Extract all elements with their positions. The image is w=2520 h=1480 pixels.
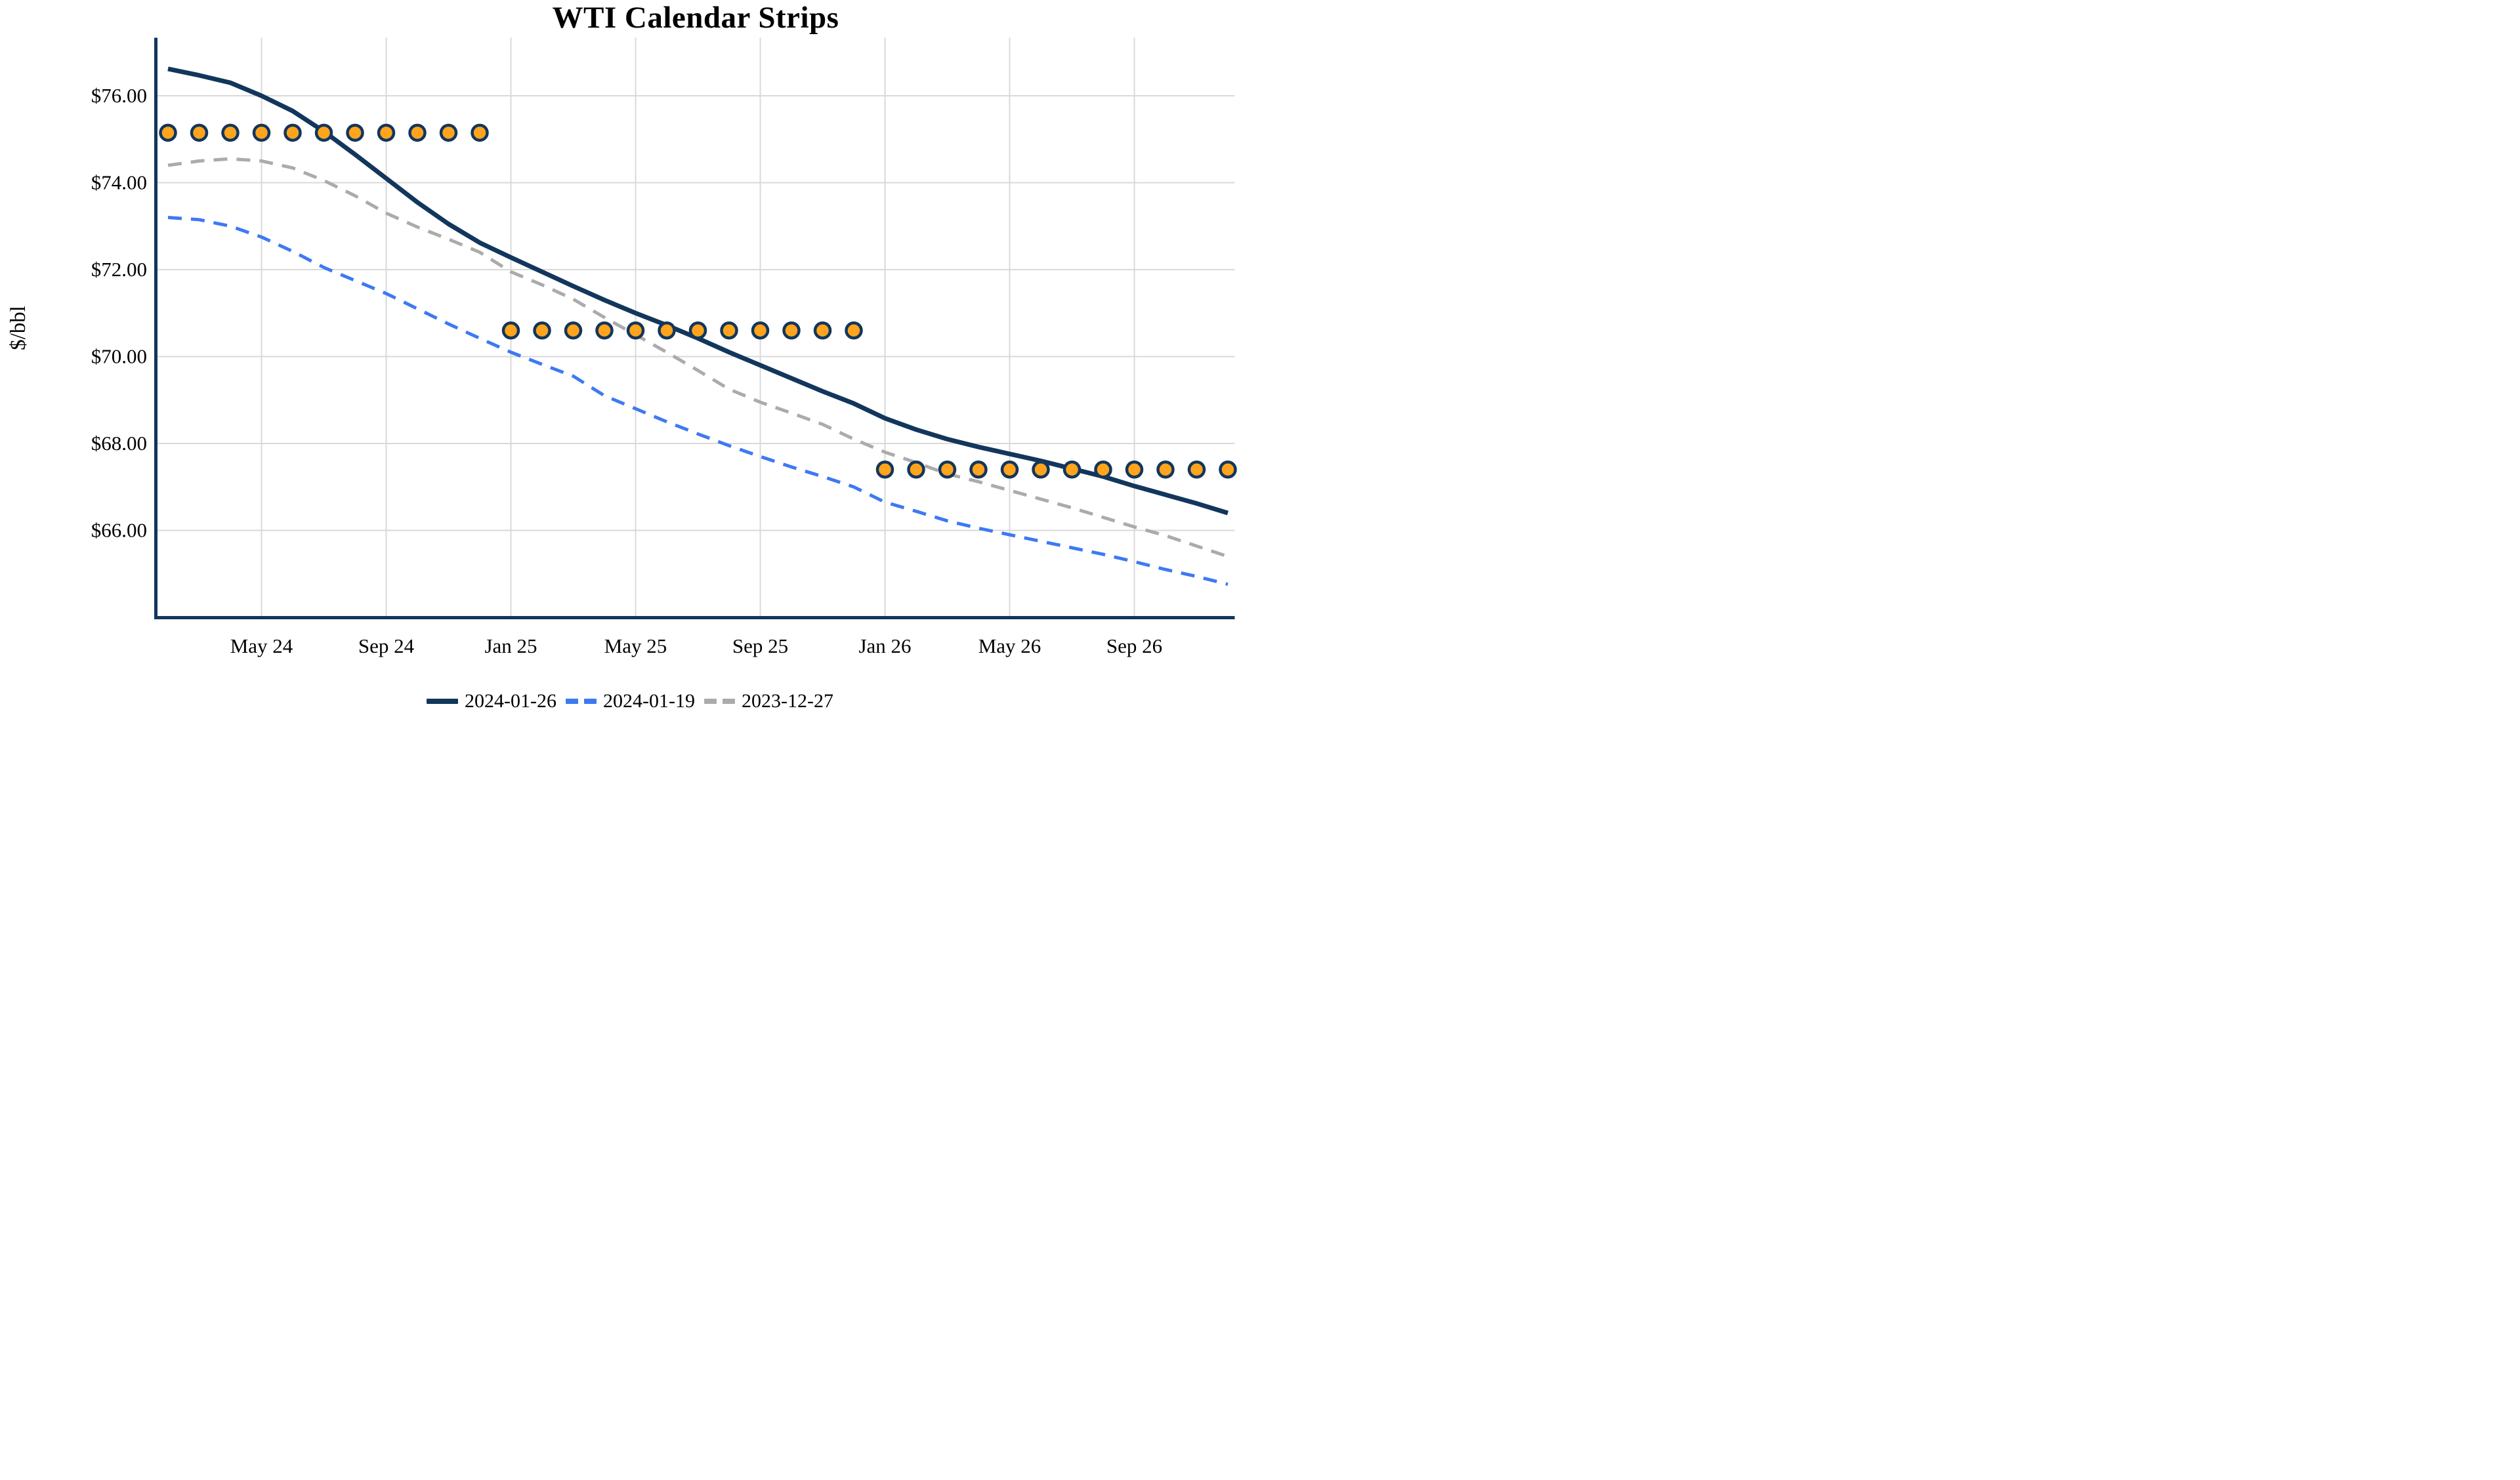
strip-dot-cal-2026 (907, 461, 925, 479)
legend-item-2023-12-27: 2023-12-27 (704, 690, 833, 712)
strip-dot-cal-2026 (1032, 461, 1050, 479)
strip-dot-cal-2024 (439, 123, 458, 142)
x-tick-label: May 24 (230, 634, 293, 657)
strip-dot-cal-2024 (346, 123, 364, 142)
legend: 2024-01-26 2024-01-19 2023-12-27 (0, 690, 1260, 712)
strip-dot-cal-2026 (1156, 461, 1175, 479)
x-tick-label: Jan 25 (484, 634, 537, 657)
strip-dot-cal-2024 (314, 123, 333, 142)
strip-dot-cal-2025 (813, 321, 832, 340)
strip-dot-cal-2025 (626, 321, 645, 340)
legend-label: 2024-01-26 (465, 690, 556, 712)
dashed-line-swatch (566, 699, 597, 704)
wti-calendar-strips-figure: WTI Calendar Strips $/bbl $76.00 $74.00 $7… (0, 0, 1260, 740)
strip-dot-cal-2024 (221, 123, 240, 142)
dashed-line-swatch (704, 699, 735, 704)
y-tick-label: $76.00 (91, 84, 147, 107)
strip-dot-cal-2025 (688, 321, 707, 340)
x-tick-label: Sep 26 (1106, 634, 1162, 657)
x-tick-label: May 25 (604, 634, 667, 657)
strip-dot-cal-2026 (1125, 461, 1144, 479)
y-tick-label: $70.00 (91, 345, 147, 368)
strip-dot-cal-2024 (408, 123, 427, 142)
strip-dot-cal-2025 (782, 321, 801, 340)
strip-dot-cal-2026 (1094, 461, 1112, 479)
y-tick-label: $66.00 (91, 519, 147, 542)
strip-dot-cal-2026 (969, 461, 988, 479)
strip-dot-cal-2025 (658, 321, 676, 340)
legend-label: 2023-12-27 (741, 690, 833, 712)
strip-dot-cal-2024 (284, 123, 302, 142)
strip-dot-cal-2024 (252, 123, 271, 142)
x-tick-label: May 26 (978, 634, 1041, 657)
x-tick-label: Jan 26 (858, 634, 911, 657)
strip-dot-cal-2024 (159, 123, 177, 142)
strip-dot-cal-2025 (501, 321, 520, 340)
strip-dot-cal-2024 (471, 123, 489, 142)
x-tick-label: Sep 25 (732, 634, 788, 657)
strip-dot-cal-2026 (1219, 461, 1237, 479)
y-tick-label: $74.00 (91, 171, 147, 194)
legend-item-2024-01-19: 2024-01-19 (566, 690, 695, 712)
x-tick-label: Sep 24 (358, 634, 415, 657)
series-line-2024-01-19 (167, 216, 1228, 586)
legend-item-2024-01-26: 2024-01-26 (427, 690, 556, 712)
y-axis-label: $/bbl (7, 306, 30, 350)
strip-dot-cal-2025 (720, 321, 738, 340)
strip-dot-cal-2026 (1062, 461, 1082, 479)
series-line-2023-12-27 (167, 157, 1228, 558)
solid-line-swatch (427, 699, 459, 704)
strip-dot-cal-2026 (1187, 461, 1206, 479)
y-tick-label: $68.00 (91, 432, 147, 455)
strip-dot-cal-2025 (845, 321, 863, 340)
strip-dot-cal-2024 (377, 123, 396, 142)
y-tick-label: $72.00 (91, 258, 147, 281)
strip-dot-cal-2026 (938, 461, 957, 479)
strip-dot-cal-2026 (1000, 461, 1019, 479)
strip-dot-cal-2025 (533, 321, 551, 340)
strip-dot-cal-2025 (564, 321, 583, 340)
strip-dot-cal-2024 (190, 123, 209, 142)
chart-canvas: $/bbl $76.00 $74.00 $72.00 $70.00 $68.00 $66.… (7, 37, 1237, 657)
legend-label: 2024-01-19 (603, 690, 695, 712)
strip-dot-cal-2025 (595, 321, 614, 340)
strip-dot-cal-2026 (875, 461, 894, 479)
strip-dot-cal-2025 (751, 321, 770, 340)
chart-title: WTI Calendar Strips (552, 1, 839, 35)
